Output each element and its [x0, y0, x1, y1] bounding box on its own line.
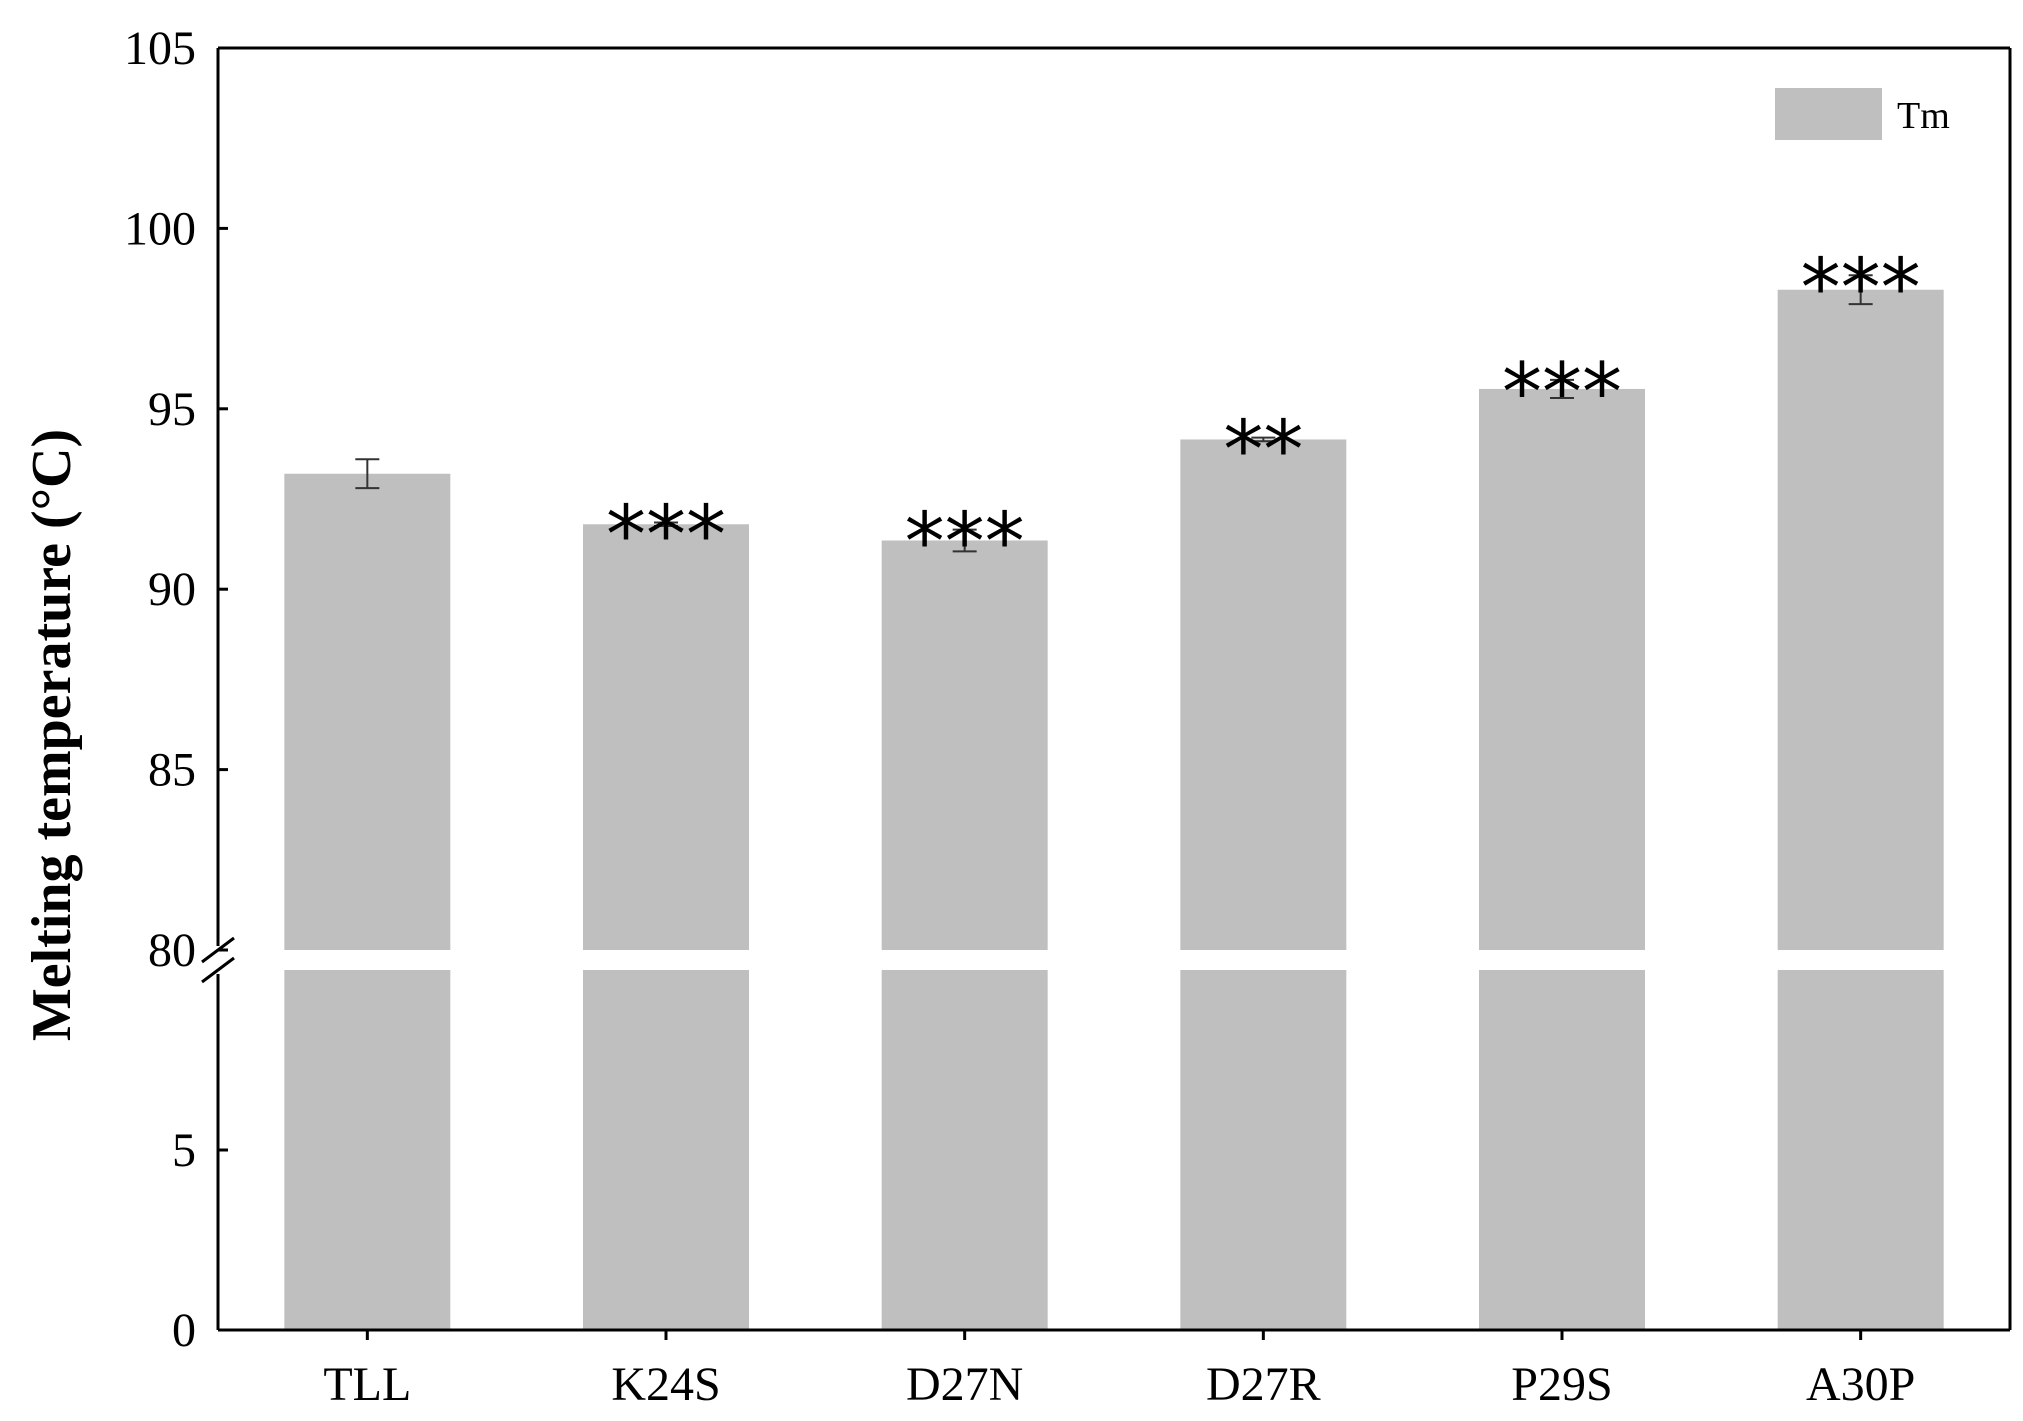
axis-break-mark-lower: [201, 956, 235, 984]
x-tick-label-d27r: D27R: [1206, 1358, 1321, 1411]
bar-lower-tll: [284, 970, 451, 1330]
legend-swatch: [1775, 88, 1882, 140]
y-tick-label-5: 5: [172, 1124, 196, 1177]
bar-upper-tll: [284, 473, 451, 950]
x-tick-label-k24s: K24S: [611, 1358, 720, 1411]
bars-layer: [284, 274, 1944, 1330]
bar-upper-d27n: [881, 540, 1048, 950]
y-tick-label-95: 95: [148, 383, 196, 436]
x-tick-label-d27n: D27N: [906, 1358, 1023, 1411]
bar-lower-p29s: [1479, 970, 1645, 1330]
bar-lower-k24s: [583, 970, 749, 1330]
bar-upper-k24s: [583, 524, 749, 950]
x-tick-label-tll: TLL: [323, 1358, 411, 1411]
x-tick-label-a30p: A30P: [1806, 1358, 1915, 1411]
significance-a30p: ***: [1801, 241, 1921, 334]
y-tick-label-105: 105: [124, 22, 196, 75]
bar-upper-d27r: [1180, 439, 1347, 950]
bar-upper-a30p: [1777, 289, 1944, 951]
axes-layer: [201, 46, 2012, 1340]
y-tick-label-0: 0: [172, 1304, 196, 1357]
legend: Tm: [1775, 88, 1950, 140]
y-tick-label-80: 80: [148, 924, 196, 977]
significance-d27n: ***: [905, 496, 1025, 589]
y-tick-label-90: 90: [148, 563, 196, 616]
bar-lower-a30p: [1777, 970, 1944, 1330]
bar-lower-d27n: [881, 970, 1048, 1330]
significance-k24s: ***: [606, 488, 726, 581]
labels-layer: TLL *** K24S *** D27N ** D27R *** P29S *** A30P 80 8…: [124, 22, 1921, 1411]
x-tick-label-p29s: P29S: [1511, 1358, 1612, 1411]
significance-p29s: ***: [1502, 346, 1622, 439]
y-tick-label-85: 85: [148, 744, 196, 797]
y-tick-label-100: 100: [124, 202, 196, 255]
y-axis-label: Melting temperature (°C): [21, 429, 83, 1041]
legend-label: Tm: [1897, 95, 1950, 137]
bar-upper-p29s: [1479, 388, 1645, 950]
bar-lower-d27r: [1180, 970, 1347, 1330]
significance-d27r: **: [1223, 404, 1303, 497]
